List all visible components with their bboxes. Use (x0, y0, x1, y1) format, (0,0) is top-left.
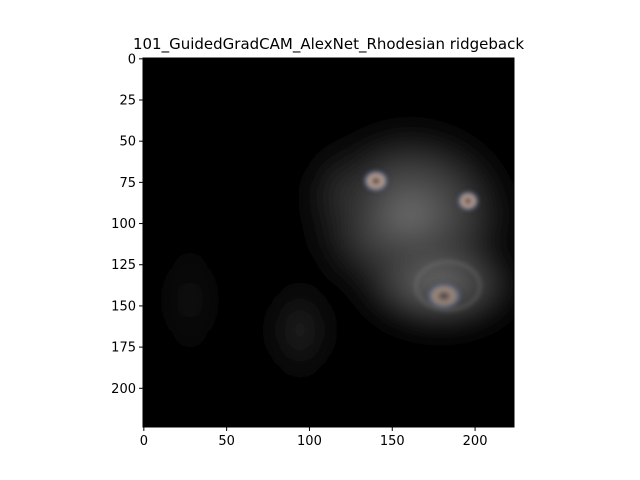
saliency-glow (150, 110, 514, 400)
y-axis: 0 25 50 75 100 125 150 175 200 (111, 52, 143, 397)
nose (424, 281, 464, 311)
y-tick-label: 150 (111, 299, 136, 314)
x-tick-label: 50 (218, 434, 235, 449)
x-tick-label: 100 (297, 434, 322, 449)
left-eye (362, 169, 390, 193)
feature-details (362, 169, 482, 312)
saliency-image (143, 58, 514, 427)
y-tick-label: 0 (128, 52, 136, 67)
y-tick-label: 175 (111, 341, 136, 356)
x-axis: 0 50 100 150 200 (140, 427, 488, 449)
left-shadow (150, 210, 230, 390)
y-tick-label: 100 (111, 217, 136, 232)
neck-glow (255, 260, 345, 400)
chart-title: 101_GuidedGradCAM_AlexNet_Rhodesian ridg… (133, 35, 524, 54)
ear-glow (295, 130, 385, 250)
y-tick-label: 200 (111, 382, 136, 397)
right-eye (456, 190, 480, 212)
y-tick-label: 125 (111, 258, 136, 273)
x-tick-label: 150 (380, 434, 405, 449)
plot-frame (142, 57, 515, 428)
y-tick-label: 50 (119, 135, 136, 150)
y-tick-label: 25 (119, 94, 136, 109)
x-tick-label: 0 (140, 434, 148, 449)
x-tick-label: 200 (463, 434, 488, 449)
nose-outline (414, 260, 482, 312)
y-tick-label: 75 (119, 176, 136, 191)
muzzle-glow (345, 230, 514, 340)
